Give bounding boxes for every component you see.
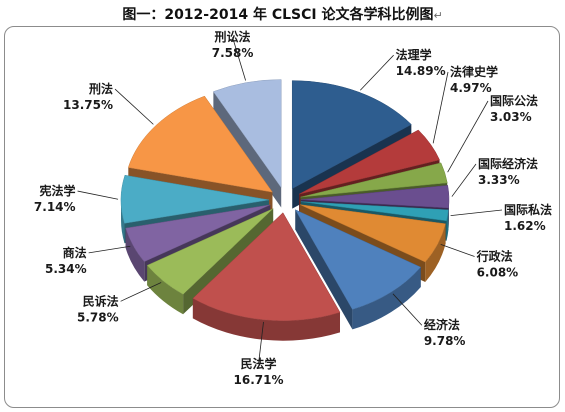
slice-wall-start [213,91,282,208]
leader-line-7 [258,321,264,364]
slice-category-label-12: 刑讼法 [215,29,251,44]
leader-line-4 [450,209,503,217]
slice-category-label-8: 民诉法 [83,293,119,308]
chart-title-text: 图一：2012-2014 年 CLSCI 论文各学科比例图 [122,7,434,23]
slice-value-label-2: 3.03% [490,110,532,124]
pie-slice-4 [300,201,449,222]
slice-wall-end [295,209,353,330]
chart-title: 图一：2012-2014 年 CLSCI 论文各学科比例图↵ [0,4,565,24]
slice-value-label-3: 3.33% [478,173,520,187]
leader-line-2 [447,100,489,173]
pie-slice-8 [146,208,274,295]
leader-line-3 [451,163,477,197]
slice-category-label-7: 民法学 [241,356,277,371]
slice-category-label-9: 商法 [63,245,87,260]
pie-slice-6 [294,209,422,310]
chart-frame [4,26,560,408]
slice-rim [125,228,145,282]
slice-value-label-9: 5.34% [45,262,87,276]
slice-value-label-7: 16.71% [234,373,284,387]
slice-category-label-4: 国际私法 [504,202,552,217]
leader-line-5 [440,244,475,257]
slice-value-label-0: 14.89% [396,64,446,78]
slice-category-label-6: 经济法 [424,317,460,332]
slice-rim [192,298,341,341]
slice-rim [425,223,446,283]
pie-slice-9 [125,204,271,262]
slice-rim [121,199,125,244]
leader-line-6 [392,293,423,326]
leader-line-8 [120,282,162,302]
slice-rim [446,209,449,241]
pie-slice-5 [299,204,446,263]
pie-slice-3 [300,185,450,209]
leader-line-0 [359,54,394,91]
pie-slice-10 [120,174,270,224]
pie-slice-2 [300,162,448,198]
slice-value-label-10: 7.14% [34,200,76,214]
slice-category-label-1: 法律史学 [450,64,498,79]
slice-rim [352,267,421,330]
slice-value-label-5: 6.08% [477,266,519,280]
slice-value-label-6: 9.78% [424,334,466,348]
leader-line-1 [432,71,449,144]
slice-category-label-11: 刑法 [89,81,113,96]
leader-line-10 [77,190,119,200]
slice-category-label-3: 国际经济法 [478,156,538,171]
slice-category-label-5: 行政法 [476,249,513,264]
slice-value-label-12: 7.58% [212,46,254,60]
paragraph-mark-icon: ↵ [433,9,443,22]
slice-value-label-1: 4.97% [450,81,492,95]
pie-slice-1 [299,129,440,195]
leader-line-12 [232,37,246,81]
pie-slice-7 [192,212,341,321]
slice-category-label-10: 宪法学 [40,183,76,198]
slice-value-label-4: 1.62% [504,219,546,233]
pie-slice-11 [127,95,273,193]
slice-category-label-0: 法理学 [396,47,432,62]
pie-slice-0 [291,80,412,189]
pie-slice-12 [212,79,282,189]
slice-side-12 [213,91,282,208]
leader-line-11 [114,88,154,125]
slice-rim [147,265,184,315]
slice-category-label-2: 国际公法 [490,93,538,108]
slice-value-label-8: 5.78% [77,310,119,324]
leader-line-9 [88,245,131,254]
slice-value-label-11: 13.75% [63,98,113,112]
